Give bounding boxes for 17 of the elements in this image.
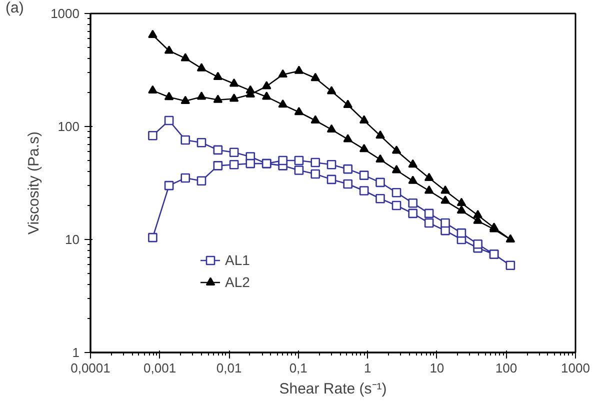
x-tick-label: 1000	[561, 360, 590, 376]
y-tick-label: 1	[72, 345, 80, 360]
legend-label: AL1	[225, 252, 250, 268]
text: (a)	[6, 0, 24, 16]
y-axis-title: Viscosity (Pa.s)	[26, 131, 43, 235]
y-tick-label: 100	[58, 119, 80, 134]
x-tick-label: 0,01	[216, 360, 242, 376]
x-tick-label: 0,0001	[70, 360, 110, 376]
x-tick-label: 0,1	[289, 360, 308, 376]
x-tick-label: 1	[364, 360, 372, 376]
y-tick-label: 1000	[50, 6, 80, 21]
y-tick-label: 10	[65, 232, 80, 247]
x-tick-label: 10	[430, 360, 444, 376]
x-tick-label: 0,001	[144, 360, 176, 376]
x-axis-title: Shear Rate (s⁻¹)	[279, 380, 387, 398]
legend-label: AL2	[225, 274, 250, 290]
x-tick-label: 100	[495, 360, 518, 376]
